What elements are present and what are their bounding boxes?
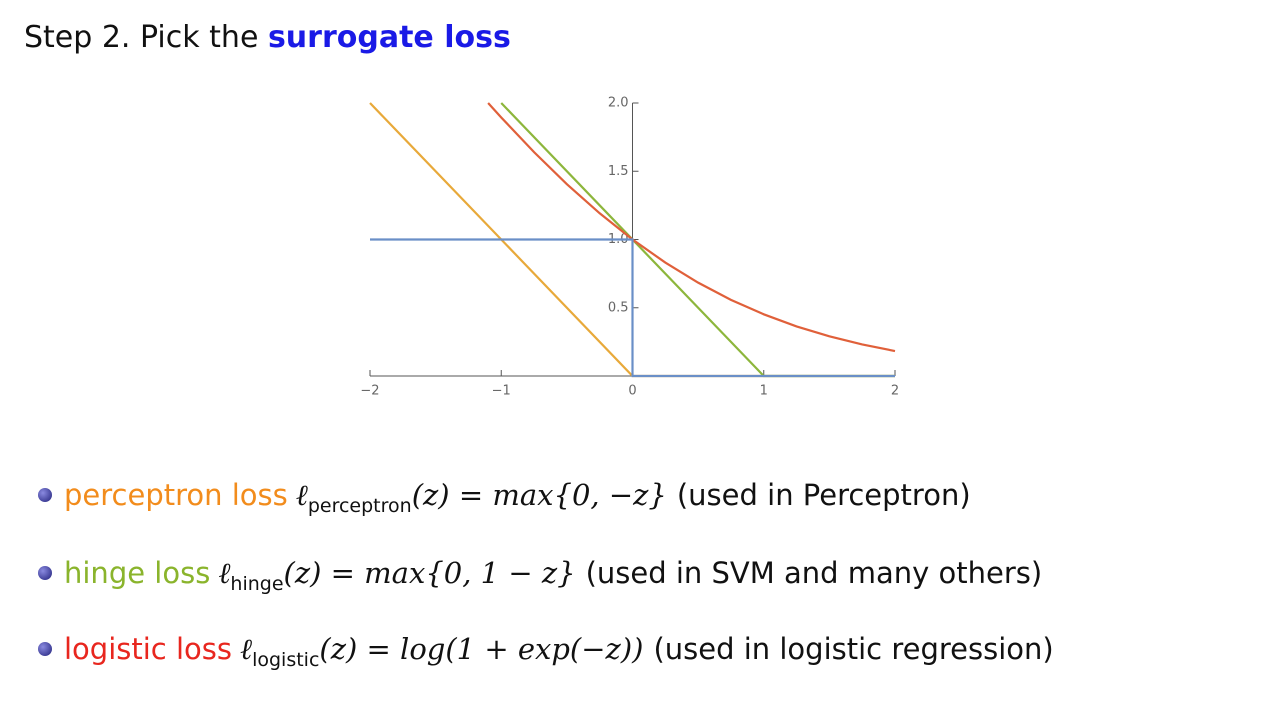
bullet-item: perceptron loss ℓperceptron(z) = max{0, −… [38,478,971,517]
loss-name: logistic loss [64,632,232,666]
y-tick-label: 2.0 [608,96,629,111]
x-tick-label: 0 [628,384,636,399]
slide-title: Step 2. Pick the surrogate loss [24,20,511,55]
bullet-dot [38,566,52,580]
loss-formula: (z) = log(1 + exp(−z)) [319,632,644,666]
formula: ℓhinge(z) = max{0, 1 − z} [218,556,575,595]
bullet-item: hinge loss ℓhinge(z) = max{0, 1 − z} (used… [38,556,1042,595]
formula: ℓperceptron(z) = max{0, −z} [296,478,667,517]
loss-formula: (z) = max{0, 1 − z} [283,556,576,590]
loss-subscript: perceptron [307,494,412,517]
formula: ℓlogistic(z) = log(1 + exp(−z)) [240,632,643,671]
y-tick-label: 1.5 [608,164,629,179]
usage-note: (used in SVM and many others) [585,556,1043,590]
loss-subscript: hinge [230,572,284,595]
x-tick-label: 2 [891,384,899,399]
bullet-dot [38,642,52,656]
title-text: Step 2. Pick the [24,20,259,55]
loss-symbol: ℓ [218,556,231,590]
loss-symbol: ℓ [295,478,308,512]
y-tick-label: 0.5 [608,300,629,315]
bullet-item: logistic loss ℓlogistic(z) = log(1 + exp(… [38,632,1054,671]
loss-curve [487,102,896,353]
x-tick-label: −2 [360,384,379,399]
loss-formula: (z) = max{0, −z} [411,478,667,512]
loss-name: hinge loss [64,556,211,590]
x-tick-label: −1 [492,384,511,399]
bullet-dot [38,488,52,502]
loss-curve [370,238,895,378]
loss-name: perceptron loss [64,478,288,512]
usage-note: (used in logistic regression) [653,632,1054,666]
loss-symbol: ℓ [239,632,253,666]
title-highlight: surrogate loss [267,20,511,55]
x-tick-label: 1 [760,384,768,399]
usage-note: (used in Perceptron) [676,478,971,512]
loss-subscript: logistic [252,648,320,671]
